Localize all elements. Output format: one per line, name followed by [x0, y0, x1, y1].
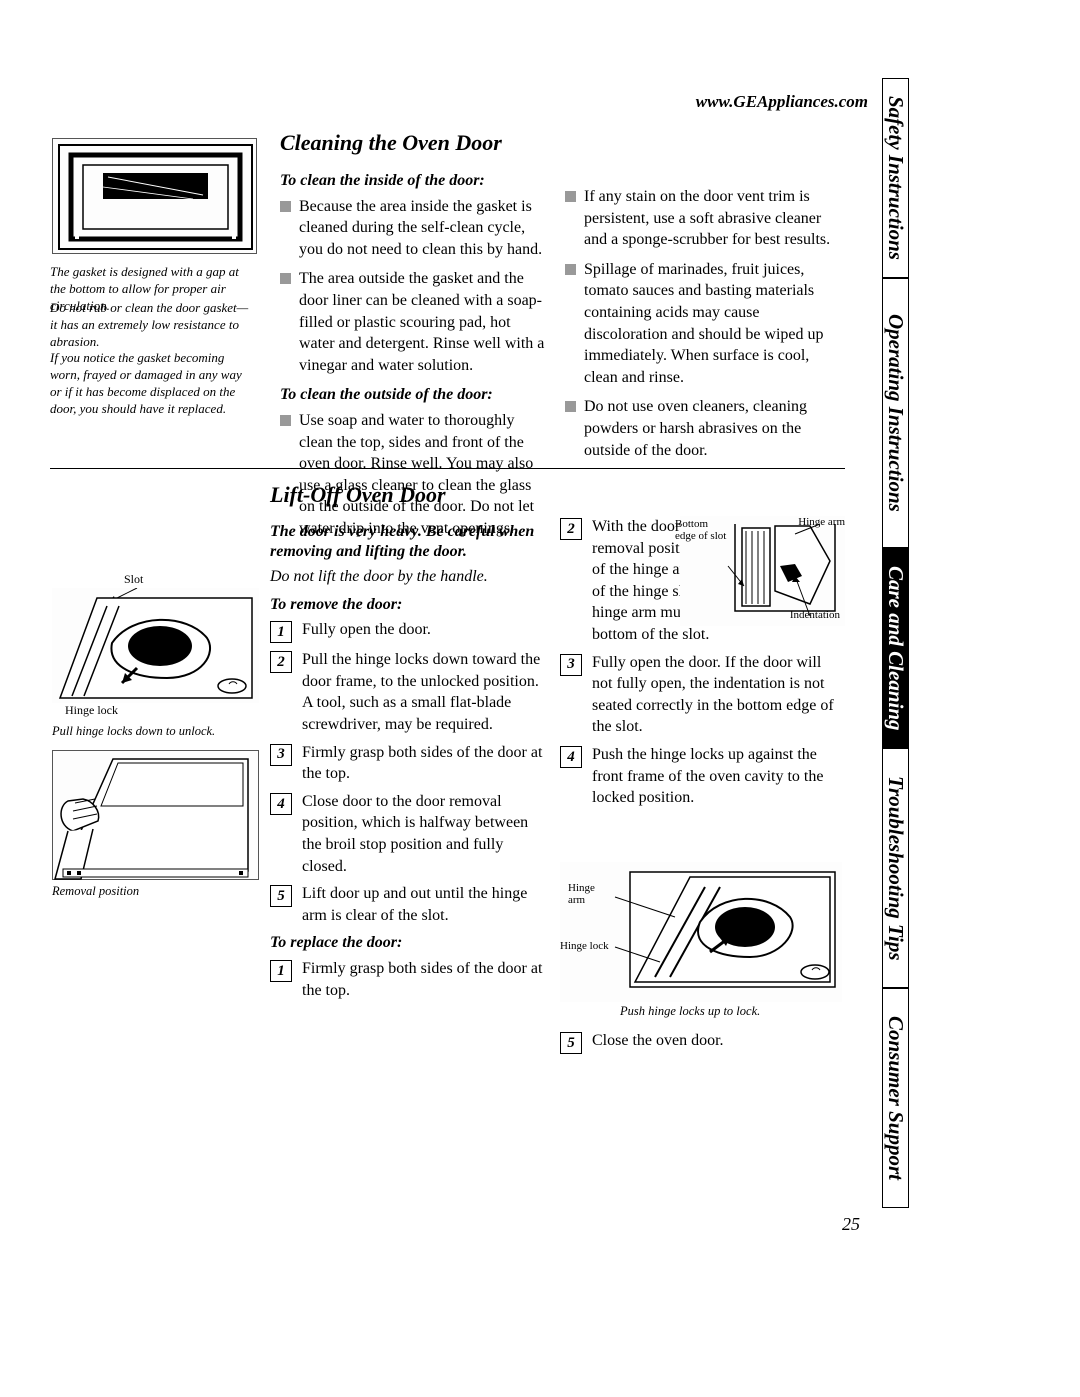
- bullet: Do not use oven cleaners, cleaning powde…: [565, 396, 843, 461]
- tab-safety: Safety Instructions: [882, 78, 909, 278]
- step-remove-3: 3Firmly grasp both sides of the door at …: [270, 742, 545, 785]
- url-header: www.GEAppliances.com: [696, 92, 868, 112]
- bullet: Because the area inside the gasket is cl…: [280, 196, 548, 261]
- slot-illustration: [52, 588, 259, 703]
- bullet: The area outside the gasket and the door…: [280, 268, 548, 376]
- step-remove-4: 4Close door to the door removal position…: [270, 791, 545, 877]
- oven-door-illustration: [52, 138, 257, 254]
- step-remove-1: 1Fully open the door.: [270, 619, 545, 643]
- hinge-lock-illustration: Hinge arm Hinge lock: [560, 862, 842, 1002]
- step-remove-2: 2Pull the hinge locks down toward the do…: [270, 649, 545, 735]
- label-hinge-arm2: Hinge arm: [568, 882, 613, 906]
- tab-troubleshooting: Troubleshooting Tips: [882, 748, 909, 988]
- step-remove-5: 5Lift door up and out until the hinge ar…: [270, 883, 545, 926]
- step-replace-5: 5Close the oven door.: [560, 1030, 840, 1054]
- hinge-slot-illustration: Bottom edge of slot Hinge arm Indentatio…: [680, 516, 845, 626]
- bullet: If any stain on the door vent trim is pe…: [565, 186, 843, 251]
- step-replace-1: 1Firmly grasp both sides of the door at …: [270, 958, 545, 1001]
- label-hinge-lock: Hinge lock: [65, 703, 118, 718]
- label-indentation: Indentation: [790, 609, 840, 621]
- section2-title: Lift-Off Oven Door: [270, 482, 830, 508]
- bullet: Spillage of marinades, fruit juices, tom…: [565, 259, 843, 389]
- step-replace-4: 4Push the hinge locks up against the fro…: [560, 744, 845, 809]
- caption-push-up: Push hinge locks up to lock.: [620, 1004, 760, 1019]
- label-bottom-edge: Bottom edge of slot: [675, 518, 730, 542]
- side-tabs: Safety Instructions Operating Instructio…: [882, 78, 928, 1208]
- caption-removal: Removal position: [52, 884, 139, 899]
- gasket-note-3: If you notice the gasket becoming worn, …: [50, 350, 255, 418]
- caption-pull-down: Pull hinge locks down to unlock.: [52, 724, 215, 739]
- removal-illustration: [52, 750, 259, 880]
- sub-outside: To clean the outside of the door:: [280, 384, 548, 406]
- sub-replace: To replace the door:: [270, 932, 545, 954]
- label-hinge-lock2: Hinge lock: [560, 940, 609, 952]
- tab-care: Care and Cleaning: [882, 548, 909, 748]
- step-replace-3: 3Fully open the door. If the door will n…: [560, 652, 845, 738]
- sub-remove: To remove the door:: [270, 594, 545, 616]
- label-hinge-arm: Hinge arm: [798, 516, 845, 528]
- page-number: 25: [842, 1214, 860, 1235]
- section1-title: Cleaning the Oven Door: [280, 130, 840, 156]
- warning: The door is very heavy. Be careful when …: [270, 522, 545, 562]
- section-cleaning: Cleaning the Oven Door: [280, 130, 840, 166]
- tab-operating: Operating Instructions: [882, 278, 909, 548]
- divider: [50, 468, 845, 469]
- gasket-note-2: Do not rub or clean the door gasket—it h…: [50, 300, 255, 351]
- label-slot: Slot: [124, 572, 143, 587]
- sub-inside: To clean the inside of the door:: [280, 170, 548, 192]
- tab-consumer: Consumer Support: [882, 988, 909, 1208]
- warning2: Do not lift the door by the handle.: [270, 566, 545, 588]
